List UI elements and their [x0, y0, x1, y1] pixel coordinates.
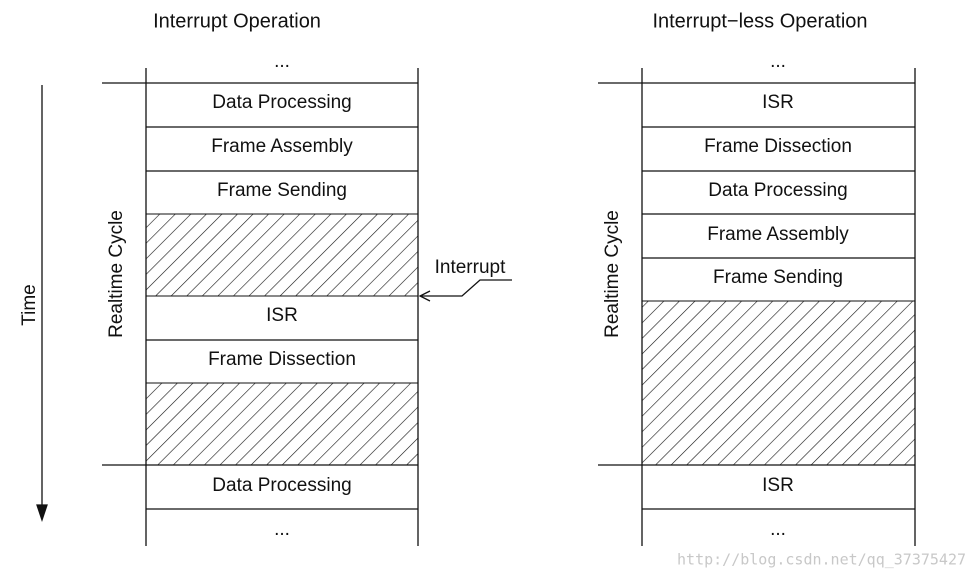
cycle-label: Realtime Cycle [106, 210, 127, 338]
row-label: Data Processing [212, 92, 351, 113]
hatched-block [641, 300, 916, 466]
row-label: Frame Dissection [704, 136, 852, 157]
row-label: Frame Assembly [211, 136, 353, 157]
left-column: Interrupt Operation ... Data Processing … [102, 10, 512, 546]
row-label: ISR [762, 475, 794, 496]
interrupt-arrow [420, 279, 512, 297]
row-label: Frame Assembly [707, 224, 849, 245]
ellipsis: ... [770, 519, 786, 540]
hatched-block [145, 382, 419, 466]
row-label: ISR [266, 305, 298, 326]
row-label: ISR [762, 92, 794, 113]
row-label: Frame Sending [217, 180, 347, 201]
column-title: Interrupt−less Operation [652, 10, 867, 32]
row-label: Frame Dissection [208, 349, 356, 370]
hatched-block [145, 213, 419, 297]
interrupt-arrowhead [418, 290, 431, 302]
time-label: Time [19, 284, 40, 326]
interrupt-label: Interrupt [435, 257, 506, 278]
ellipsis: ... [274, 519, 290, 540]
cycle-label: Realtime Cycle [602, 210, 623, 338]
ellipsis: ... [770, 51, 786, 72]
column-title: Interrupt Operation [153, 10, 321, 32]
row-label: Data Processing [708, 180, 847, 201]
row-label: Frame Sending [713, 267, 843, 288]
ellipsis: ... [274, 51, 290, 72]
time-arrowhead [36, 504, 48, 523]
row-label: Data Processing [212, 475, 351, 496]
watermark: http://blog.csdn.net/qq_37375427 [677, 551, 966, 569]
right-column: Interrupt−less Operation ... ISR Frame D… [598, 10, 916, 546]
